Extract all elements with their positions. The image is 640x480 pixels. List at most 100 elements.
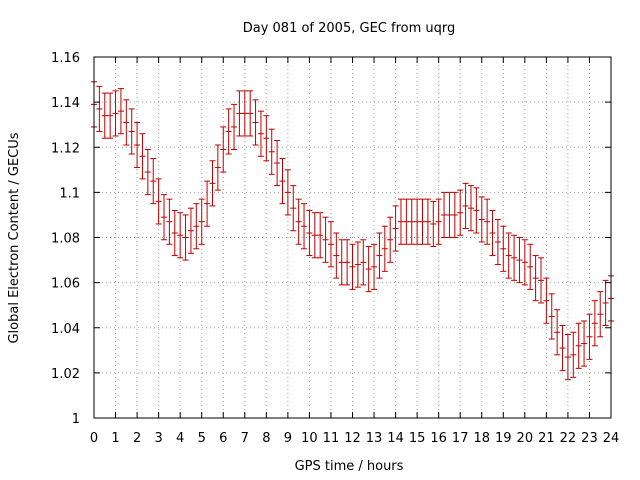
data-point xyxy=(602,279,609,326)
data-point xyxy=(344,239,351,286)
data-point xyxy=(414,198,421,245)
data-point xyxy=(96,85,103,132)
x-tick-label: 7 xyxy=(241,431,249,446)
data-point xyxy=(193,203,200,250)
data-point xyxy=(559,324,566,372)
data-point xyxy=(144,149,151,196)
data-point xyxy=(349,243,356,290)
data-point xyxy=(187,207,194,254)
y-tick-label: 1 xyxy=(72,412,80,427)
data-point xyxy=(586,313,593,360)
x-tick-label: 20 xyxy=(517,431,534,446)
data-point xyxy=(457,189,464,236)
data-point xyxy=(564,334,571,381)
x-tick-label: 18 xyxy=(473,431,490,446)
data-point xyxy=(177,212,184,259)
data-point xyxy=(521,239,528,286)
x-tick-label: 22 xyxy=(560,431,577,446)
data-point xyxy=(306,209,313,257)
data-point xyxy=(301,203,308,250)
x-tick-label: 13 xyxy=(366,431,383,446)
x-tick-label: 17 xyxy=(452,431,469,446)
data-point xyxy=(171,209,178,257)
data-point xyxy=(317,212,324,259)
data-point xyxy=(532,255,539,302)
data-point xyxy=(387,216,394,263)
data-point xyxy=(365,246,372,293)
axis-ticks xyxy=(93,56,612,419)
data-point xyxy=(231,103,238,151)
data-point xyxy=(575,322,582,369)
data-point xyxy=(117,88,124,135)
data-point xyxy=(467,185,474,232)
x-tick-label: 0 xyxy=(90,431,98,446)
data-point xyxy=(570,331,577,378)
data-point xyxy=(338,239,345,286)
x-tick-label: 4 xyxy=(176,431,184,446)
y-axis-label: Global Electron Content / GECUs xyxy=(7,132,22,343)
data-point xyxy=(139,133,146,180)
data-point xyxy=(489,209,496,257)
data-point xyxy=(435,198,442,245)
y-tick-labels: 1 1.02 1.04 1.06 1.08 1.1 1.12 1.14 1.16 xyxy=(51,51,80,427)
x-tick-label: 16 xyxy=(430,431,447,446)
data-point xyxy=(214,144,221,191)
x-tick-label: 11 xyxy=(323,431,340,446)
grid-lines xyxy=(94,57,611,418)
data-point xyxy=(376,232,383,279)
data-point xyxy=(451,191,458,238)
data-point xyxy=(371,243,378,290)
data-point xyxy=(516,237,523,284)
y-tick-label: 1.12 xyxy=(51,141,80,156)
x-tick-label: 8 xyxy=(262,431,270,446)
data-point xyxy=(397,198,404,245)
y-tick-label: 1.16 xyxy=(51,51,80,66)
data-point xyxy=(494,218,501,266)
chart-title: Day 081 of 2005, GEC from uqrg xyxy=(243,21,456,36)
data-point xyxy=(543,277,550,324)
y-tick-label: 1.14 xyxy=(51,96,80,111)
data-point xyxy=(101,92,108,139)
x-tick-label: 10 xyxy=(301,431,318,446)
data-point xyxy=(360,239,367,286)
data-point xyxy=(505,232,512,279)
data-point xyxy=(581,320,588,367)
data-point xyxy=(247,90,254,137)
x-tick-label: 24 xyxy=(603,431,620,446)
data-point xyxy=(537,257,544,304)
data-point xyxy=(554,309,561,356)
data-point xyxy=(263,115,270,162)
data-point xyxy=(225,108,232,155)
x-tick-label: 19 xyxy=(495,431,512,446)
data-point xyxy=(430,200,437,248)
data-point xyxy=(354,241,361,288)
data-point xyxy=(392,205,399,252)
y-tick-label: 1.02 xyxy=(51,367,80,382)
x-tick-label: 15 xyxy=(409,431,426,446)
y-tick-label: 1.08 xyxy=(51,232,80,247)
data-point xyxy=(274,139,281,187)
data-point xyxy=(408,198,415,245)
x-axis-label: GPS time / hours xyxy=(295,459,404,474)
x-tick-label: 2 xyxy=(133,431,141,446)
y-tick-label: 1.04 xyxy=(51,322,80,337)
data-point xyxy=(484,198,491,245)
data-point xyxy=(322,216,329,263)
data-point xyxy=(150,158,157,205)
x-tick-label: 12 xyxy=(344,431,361,446)
y-tick-label: 1.06 xyxy=(51,277,80,292)
x-tick-label: 5 xyxy=(198,431,206,446)
data-point xyxy=(241,90,248,137)
data-point xyxy=(441,191,448,238)
x-tick-labels: 0 1 2 3 4 5 6 7 8 9 10 11 12 13 14 15 16 17 18 19 20 21 22 23 24 xyxy=(90,431,619,446)
data-point xyxy=(112,90,119,137)
data-point xyxy=(128,108,135,155)
data-point xyxy=(548,293,555,340)
data-point xyxy=(279,158,286,205)
data-point xyxy=(161,194,168,241)
x-tick-label: 23 xyxy=(581,431,598,446)
data-point xyxy=(597,291,604,338)
data-point xyxy=(155,178,162,225)
y-tick-label: 1.1 xyxy=(59,186,80,201)
